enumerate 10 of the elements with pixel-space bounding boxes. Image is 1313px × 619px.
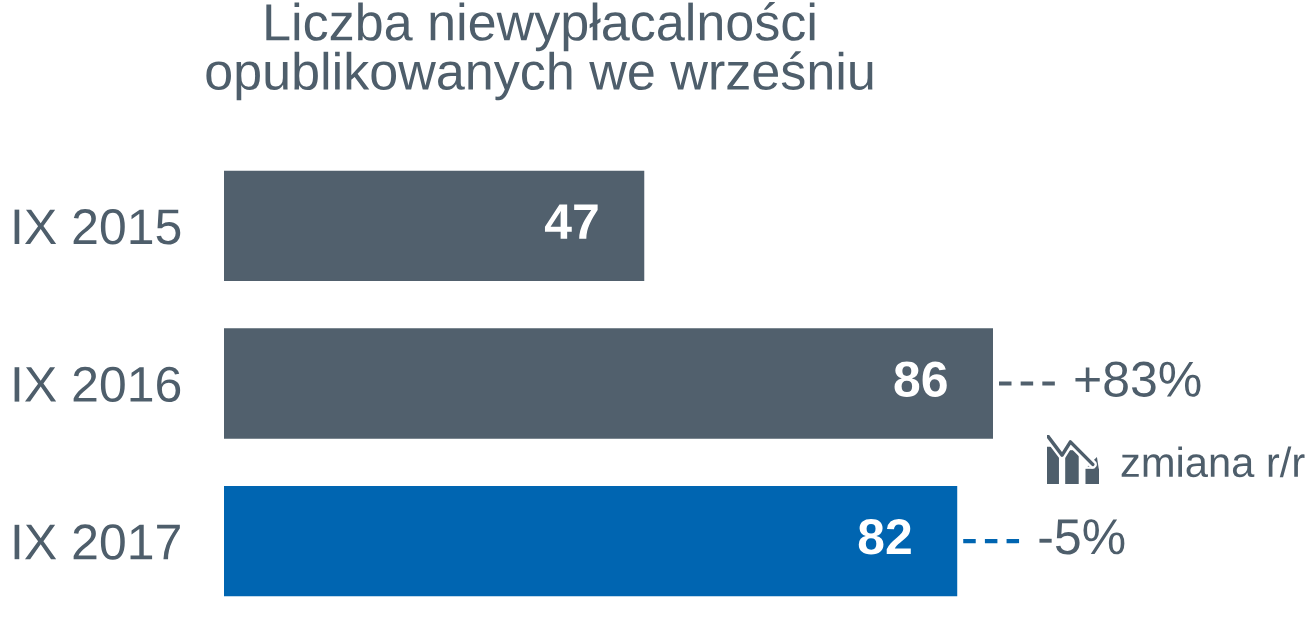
- annotation: -5%: [1039, 519, 1125, 555]
- y-tick-label: IX 2016: [14, 366, 181, 403]
- data-label: 86: [894, 361, 947, 397]
- chart-title: Liczba niewypłacalności opublikowanych we wrześniu: [206, 2, 873, 101]
- data-label: 82: [858, 519, 911, 555]
- data-label: 47: [544, 204, 598, 239]
- annotation: +83%: [1075, 361, 1201, 397]
- y-tick-label: IX 2017: [14, 524, 180, 560]
- text: zmiana r/r: [1121, 446, 1305, 478]
- y-tick-label: IX 2015: [14, 209, 181, 245]
